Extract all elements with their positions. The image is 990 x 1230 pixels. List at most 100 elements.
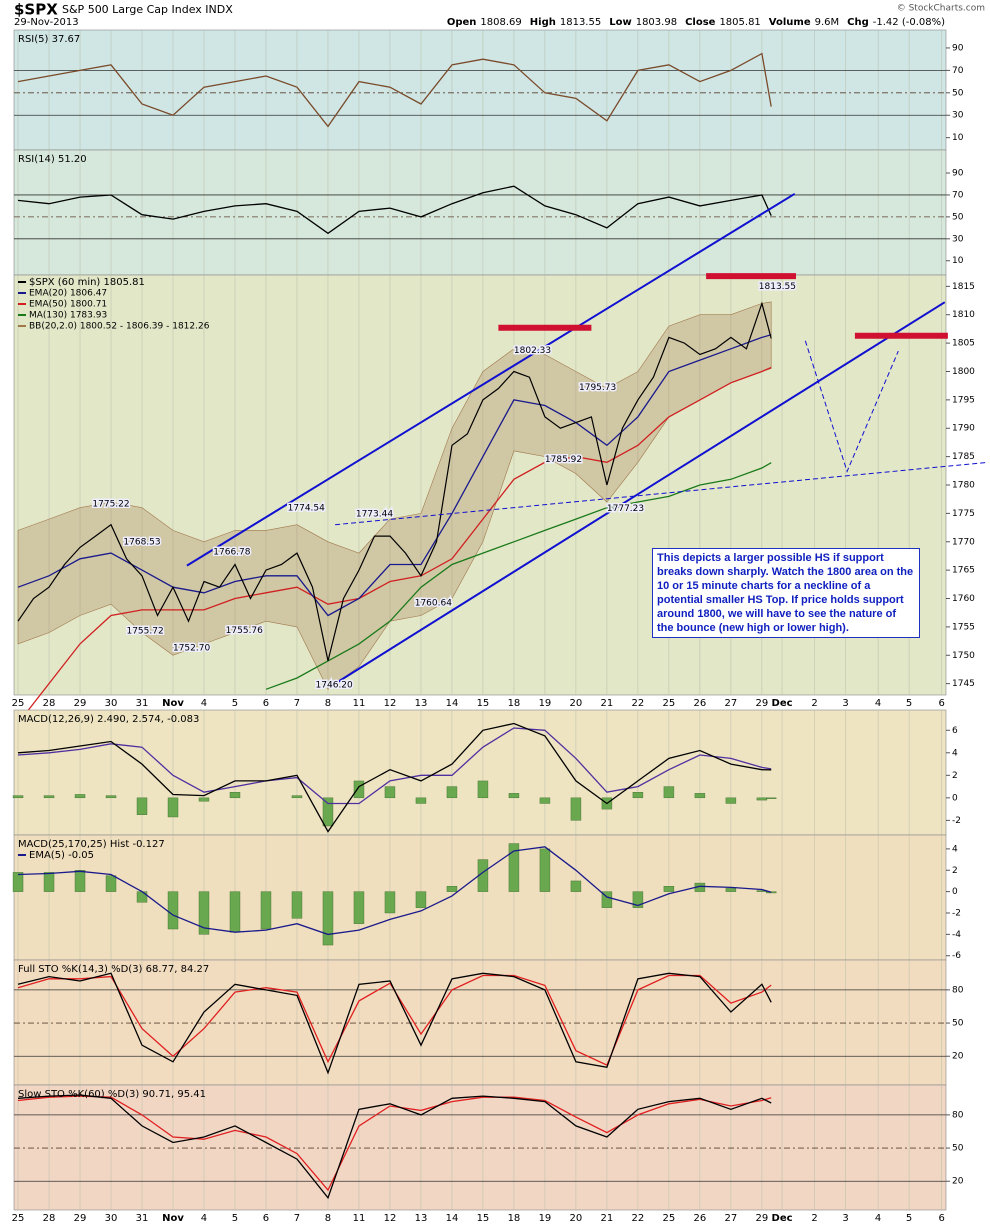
price-label: 1766.78 (213, 548, 250, 558)
series-line (17, 974, 772, 1066)
y-tick-label: 0 (952, 793, 958, 803)
histogram-bar (446, 886, 458, 892)
x-tick-label: Nov (162, 1213, 184, 1224)
x-tick-label: 6 (263, 1213, 269, 1224)
series-line (17, 52, 772, 128)
panel-title: Full STO %K(14,3) %D(3) 68.77, 84.27 (18, 964, 209, 975)
histogram-bar (12, 795, 24, 799)
x-tick-label: 30 (105, 1213, 118, 1224)
histogram-bar (415, 891, 427, 908)
x-tick-label: 2 (811, 1213, 817, 1224)
y-tick-label: 1810 (952, 310, 975, 320)
panel-background (13, 29, 947, 151)
y-tick-label: 20 (952, 1052, 964, 1062)
x-tick-label: 3 (842, 1213, 848, 1224)
price-label: 1768.53 (123, 538, 160, 548)
y-tick-label: 90 (952, 169, 964, 179)
histogram-bar (570, 797, 582, 821)
x-tick-label: 27 (725, 1213, 738, 1224)
y-tick-label: 1760 (952, 594, 975, 604)
x-tick-label: 29 (74, 1213, 87, 1224)
y-tick-label: 20 (952, 1177, 964, 1187)
legend-swatch (18, 325, 26, 327)
y-tick-label: 1805 (952, 339, 975, 349)
histogram-bar (725, 797, 737, 804)
x-tick-label: 22 (632, 1213, 645, 1224)
price-label: 1752.70 (173, 643, 210, 653)
x-tick-label: 7 (294, 698, 300, 709)
x-tick-label: 3 (842, 698, 848, 709)
x-tick-label: 5 (232, 698, 238, 709)
histogram-bar (765, 797, 777, 799)
price-label: 1773.44 (356, 510, 393, 520)
quote-label: Volume (769, 17, 811, 28)
x-tick-label: 26 (694, 1213, 707, 1224)
panel-background (13, 149, 947, 276)
histogram-bar (74, 794, 86, 799)
y-tick-label: 10 (952, 256, 964, 266)
y-tick-label: 1815 (952, 282, 975, 292)
quote-value: 1803.98 (636, 17, 677, 28)
legend-entry: MA(130) 1783.93 (29, 311, 107, 321)
quote-value: 1808.69 (480, 17, 521, 28)
histogram-bar (508, 843, 520, 892)
series-line (17, 366, 772, 724)
legend-entry: EMA(20) 1806.47 (29, 289, 107, 299)
series-line (17, 722, 772, 833)
legend-swatch (18, 854, 26, 856)
histogram-bar (539, 797, 551, 804)
series-line (17, 727, 772, 805)
x-tick-label: 19 (539, 1213, 552, 1224)
x-tick-label: 5 (906, 698, 912, 709)
x-tick-label: 5 (906, 1213, 912, 1224)
panel-background (13, 1084, 947, 1211)
x-tick-label: 15 (477, 698, 490, 709)
quote-value: 1813.55 (560, 17, 601, 28)
price-label: 1813.55 (759, 282, 796, 292)
y-tick-label: 1800 (952, 367, 975, 377)
quote-label: Close (685, 17, 716, 28)
histogram-bar (725, 888, 737, 892)
y-tick-label: -2 (952, 816, 961, 826)
legend-swatch (18, 314, 26, 316)
x-tick-label: 25 (12, 698, 25, 709)
y-tick-label: 10 (952, 133, 964, 143)
histogram-bar (353, 891, 365, 924)
price-label: 1774.54 (288, 503, 325, 513)
x-tick-label: 7 (294, 1213, 300, 1224)
trendline (335, 461, 989, 526)
legend-entry: $SPX (60 min) 1805.81 (29, 277, 145, 288)
y-tick-label: 4 (952, 748, 958, 758)
histogram-bar (43, 795, 55, 799)
panel-title: MACD(12,26,9) 2.490, 2.574, -0.083 (18, 714, 199, 725)
y-tick-label: 2 (952, 866, 958, 876)
x-tick-label: 21 (601, 698, 614, 709)
price-label: 1777.23 (607, 504, 644, 514)
x-tick-label: 22 (632, 698, 645, 709)
x-tick-label: 13 (415, 698, 428, 709)
histogram-bar (12, 872, 24, 892)
price-label: 1760.64 (415, 598, 452, 608)
quote-value: 1805.81 (719, 17, 760, 28)
y-tick-label: 50 (952, 1144, 964, 1154)
x-tick-label: 4 (875, 1213, 881, 1224)
x-tick-label: 11 (353, 698, 366, 709)
histogram-bar (260, 891, 272, 930)
quote-label: Low (609, 17, 631, 28)
x-tick-label: 25 (663, 1213, 676, 1224)
y-tick-label: 1765 (952, 566, 975, 576)
x-tick-label: 15 (477, 1213, 490, 1224)
histogram-bar (167, 797, 179, 818)
quote-label: High (530, 17, 556, 28)
x-tick-label: 20 (570, 698, 583, 709)
annotation-note: This depicts a larger possible HS if sup… (652, 548, 920, 638)
histogram-bar (663, 886, 675, 892)
series-line (17, 185, 772, 235)
x-tick-label: 20 (570, 1213, 583, 1224)
panel-title: MACD(25,170,25) Hist -0.127 (18, 839, 165, 850)
x-tick-label: 12 (384, 1213, 397, 1224)
x-tick-label: 4 (875, 698, 881, 709)
symbol: $SPX (14, 1, 58, 19)
series-line (17, 334, 772, 617)
